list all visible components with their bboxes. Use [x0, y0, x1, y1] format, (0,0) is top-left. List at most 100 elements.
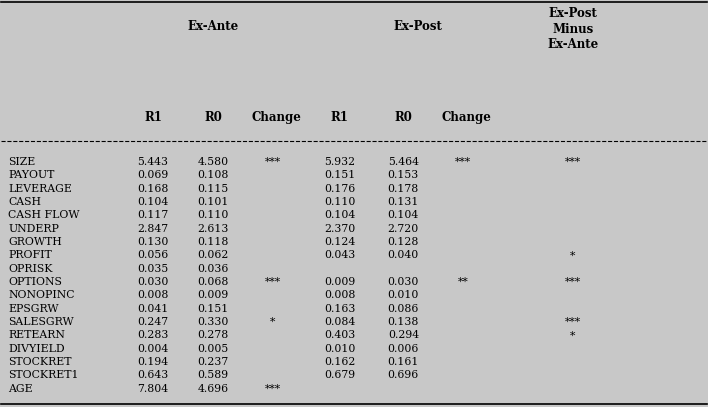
Text: 2.720: 2.720: [388, 224, 419, 234]
Text: 0.130: 0.130: [137, 237, 169, 247]
Text: 0.153: 0.153: [388, 171, 419, 180]
Text: 0.283: 0.283: [137, 330, 169, 340]
Text: ***: ***: [265, 157, 281, 167]
Text: 0.084: 0.084: [324, 317, 355, 327]
Text: 0.062: 0.062: [198, 250, 229, 260]
Text: STOCKRET: STOCKRET: [8, 357, 72, 367]
Text: Ex-Post
Minus
Ex-Ante: Ex-Post Minus Ex-Ante: [547, 7, 598, 51]
Text: 0.138: 0.138: [388, 317, 419, 327]
Text: 0.043: 0.043: [324, 250, 355, 260]
Text: 0.035: 0.035: [137, 264, 169, 274]
Text: 0.040: 0.040: [388, 250, 419, 260]
Text: R0: R0: [204, 111, 222, 124]
Text: 2.370: 2.370: [324, 224, 355, 234]
Text: CASH FLOW: CASH FLOW: [8, 210, 80, 220]
Text: 0.403: 0.403: [324, 330, 355, 340]
Text: 0.176: 0.176: [324, 184, 355, 194]
Text: 0.041: 0.041: [137, 304, 169, 314]
Text: 0.131: 0.131: [388, 197, 419, 207]
Text: 0.056: 0.056: [137, 250, 169, 260]
Text: SIZE: SIZE: [8, 157, 35, 167]
Text: Change: Change: [251, 111, 302, 124]
Text: **: **: [458, 277, 469, 287]
Text: 0.237: 0.237: [198, 357, 229, 367]
Text: DIVYIELD: DIVYIELD: [8, 344, 65, 354]
Text: STOCKRET1: STOCKRET1: [8, 370, 79, 381]
Text: ***: ***: [265, 277, 281, 287]
Text: 7.804: 7.804: [137, 384, 169, 394]
Text: SALESGRW: SALESGRW: [8, 317, 74, 327]
Text: 0.008: 0.008: [137, 291, 169, 300]
Text: 0.005: 0.005: [198, 344, 229, 354]
Text: R0: R0: [394, 111, 412, 124]
Text: 2.613: 2.613: [198, 224, 229, 234]
Text: 4.580: 4.580: [198, 157, 229, 167]
Text: EPSGRW: EPSGRW: [8, 304, 59, 314]
Text: R1: R1: [331, 111, 349, 124]
Text: 0.010: 0.010: [388, 291, 419, 300]
Text: OPRISK: OPRISK: [8, 264, 53, 274]
Text: 0.069: 0.069: [137, 171, 169, 180]
Text: 0.151: 0.151: [324, 171, 355, 180]
Text: 0.006: 0.006: [388, 344, 419, 354]
Text: 0.104: 0.104: [137, 197, 169, 207]
Text: 0.178: 0.178: [388, 184, 419, 194]
Text: Ex-Ante: Ex-Ante: [188, 20, 239, 33]
Text: AGE: AGE: [8, 384, 33, 394]
Text: Ex-Post: Ex-Post: [393, 20, 442, 33]
Text: 0.643: 0.643: [137, 370, 169, 381]
Text: 0.010: 0.010: [324, 344, 355, 354]
Text: 0.151: 0.151: [198, 304, 229, 314]
Text: *: *: [270, 317, 275, 327]
Text: 0.108: 0.108: [198, 171, 229, 180]
Text: R1: R1: [144, 111, 162, 124]
Text: 2.847: 2.847: [137, 224, 169, 234]
Text: PROFIT: PROFIT: [8, 250, 52, 260]
Text: 0.168: 0.168: [137, 184, 169, 194]
Text: 0.110: 0.110: [198, 210, 229, 220]
Text: LEVERAGE: LEVERAGE: [8, 184, 72, 194]
Text: 0.696: 0.696: [388, 370, 419, 381]
Text: 0.679: 0.679: [324, 370, 355, 381]
Text: 0.036: 0.036: [198, 264, 229, 274]
Text: 0.009: 0.009: [198, 291, 229, 300]
Text: 0.162: 0.162: [324, 357, 355, 367]
Text: ***: ***: [455, 157, 472, 167]
Text: Change: Change: [442, 111, 492, 124]
Text: 0.009: 0.009: [324, 277, 355, 287]
Text: 0.163: 0.163: [324, 304, 355, 314]
Text: 4.696: 4.696: [198, 384, 229, 394]
Text: 0.068: 0.068: [198, 277, 229, 287]
Text: 0.194: 0.194: [137, 357, 169, 367]
Text: GROWTH: GROWTH: [8, 237, 62, 247]
Text: 0.104: 0.104: [388, 210, 419, 220]
Text: 0.030: 0.030: [137, 277, 169, 287]
Text: *: *: [570, 250, 576, 260]
Text: 0.004: 0.004: [137, 344, 169, 354]
Text: 0.104: 0.104: [324, 210, 355, 220]
Text: OPTIONS: OPTIONS: [8, 277, 62, 287]
Text: 5.464: 5.464: [388, 157, 419, 167]
Text: 5.443: 5.443: [137, 157, 169, 167]
Text: 5.932: 5.932: [324, 157, 355, 167]
Text: 0.115: 0.115: [198, 184, 229, 194]
Text: 0.589: 0.589: [198, 370, 229, 381]
Text: 0.161: 0.161: [388, 357, 419, 367]
Text: 0.008: 0.008: [324, 291, 355, 300]
Text: 0.117: 0.117: [137, 210, 169, 220]
Text: 0.330: 0.330: [198, 317, 229, 327]
Text: *: *: [570, 330, 576, 340]
Text: 0.101: 0.101: [198, 197, 229, 207]
Text: 0.247: 0.247: [137, 317, 169, 327]
Text: 0.124: 0.124: [324, 237, 355, 247]
Text: PAYOUT: PAYOUT: [8, 171, 55, 180]
Text: RETEARN: RETEARN: [8, 330, 65, 340]
Text: 0.278: 0.278: [198, 330, 229, 340]
Text: ***: ***: [564, 157, 581, 167]
Text: CASH: CASH: [8, 197, 42, 207]
Text: ***: ***: [564, 317, 581, 327]
Text: ***: ***: [564, 277, 581, 287]
Text: 0.128: 0.128: [388, 237, 419, 247]
Text: 0.086: 0.086: [388, 304, 419, 314]
Text: NONOPINC: NONOPINC: [8, 291, 75, 300]
